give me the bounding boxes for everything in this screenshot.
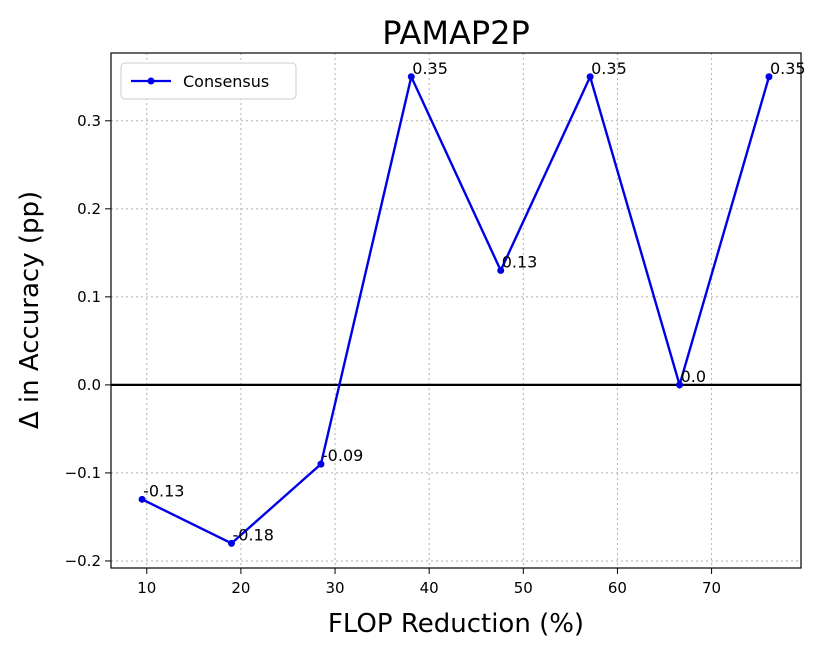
data-point [227, 539, 235, 547]
chart-title: PAMAP2P [382, 14, 530, 52]
y-tick-label: −0.2 [65, 552, 101, 570]
x-tick-label: 20 [231, 579, 250, 597]
y-axis-title: Δ in Accuracy (pp) [15, 191, 45, 429]
data-label: 0.13 [502, 252, 538, 271]
legend-label: Consensus [183, 72, 269, 91]
data-point [407, 73, 415, 81]
y-tick-label: 0.2 [77, 200, 101, 218]
x-tick-label: 40 [420, 579, 439, 597]
data-label: -0.13 [143, 481, 184, 500]
x-axis-title: FLOP Reduction (%) [328, 609, 584, 639]
x-tick-label: 10 [137, 579, 156, 597]
data-label: 0.35 [591, 59, 627, 78]
x-tick-label: 60 [608, 579, 627, 597]
data-point [676, 381, 684, 389]
data-label: 0.35 [412, 59, 448, 78]
data-point [586, 73, 594, 81]
x-tick-label: 70 [702, 579, 721, 597]
y-tick-label: 0.3 [77, 112, 101, 130]
plot-frame [110, 52, 802, 569]
legend: Consensus [120, 62, 297, 100]
data-point [317, 460, 325, 468]
data-label: 0.0 [681, 367, 706, 386]
data-label: 0.35 [770, 59, 806, 78]
data-labels: -0.13 -0.18 -0.09 0.35 0.13 0.35 0.0 0.35 [143, 59, 806, 545]
legend-box [120, 62, 297, 100]
x-tick-label: 50 [514, 579, 533, 597]
y-tick-label: −0.1 [65, 464, 101, 482]
data-label: -0.18 [232, 525, 273, 544]
data-label: -0.09 [322, 446, 363, 465]
data-point [497, 266, 505, 274]
data-point [765, 73, 773, 81]
x-axis-ticks: 10 20 30 40 50 60 70 [137, 568, 721, 597]
y-tick-label: 0.1 [77, 288, 101, 306]
x-tick-label: 30 [325, 579, 344, 597]
series-layer [138, 73, 773, 547]
y-tick-label: 0.0 [77, 376, 101, 394]
y-axis-ticks: −0.2 −0.1 0.0 0.1 0.2 0.3 [65, 112, 111, 570]
series-line [141, 73, 771, 545]
data-point [138, 495, 146, 503]
legend-marker-sample [147, 77, 155, 85]
grid [111, 53, 801, 568]
